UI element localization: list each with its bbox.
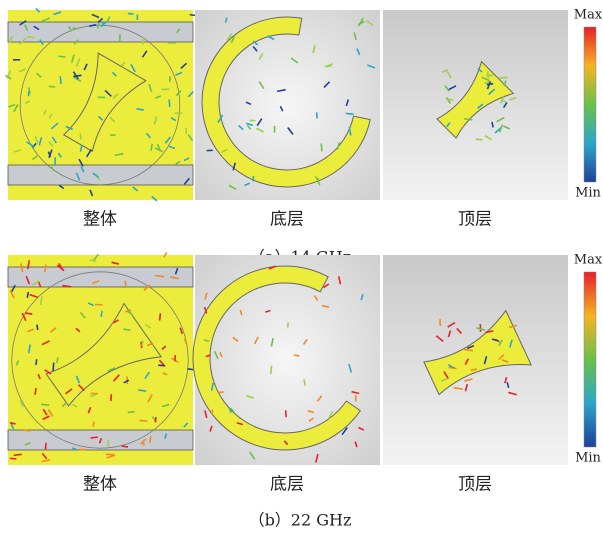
arrow (53, 363, 54, 371)
arrow (160, 313, 161, 320)
colorbar-min: Min (575, 451, 601, 466)
strip (8, 165, 193, 185)
figure: MaxMin整体底层顶层（a）14 GHzMaxMin整体底层顶层（b）22 G… (0, 0, 603, 533)
arrow (143, 37, 144, 45)
arrow (46, 443, 47, 450)
arrow (122, 446, 128, 447)
arrow (57, 357, 58, 362)
view-label: 顶层 (458, 475, 492, 495)
view-label: 底层 (270, 475, 304, 495)
arrow (150, 436, 151, 442)
arrow (346, 113, 354, 114)
arrow (492, 122, 493, 127)
view-label: 底层 (270, 210, 304, 230)
arrow (158, 365, 164, 366)
arrow (446, 99, 453, 100)
arrow (80, 134, 81, 140)
arrow (142, 341, 143, 347)
arrow (27, 37, 35, 38)
arrow (139, 420, 147, 421)
colorbar (584, 27, 596, 182)
view-label: 整体 (83, 210, 117, 230)
panel: Max Min 整体 底层 顶层 （b）22 GHz (8, 252, 603, 529)
colorbar (584, 272, 596, 447)
arrow (35, 388, 36, 395)
arrow (36, 359, 37, 365)
arrow (125, 281, 126, 286)
arrow (25, 313, 32, 314)
caption: （b）22 GHz (249, 511, 352, 530)
arrow (271, 366, 272, 374)
arrow (128, 13, 134, 14)
arrow (58, 56, 65, 57)
arrow (41, 404, 49, 405)
arrow (60, 76, 61, 84)
arrow (101, 311, 102, 317)
arrow (476, 139, 483, 140)
arrow (190, 15, 196, 16)
arrow (169, 100, 170, 107)
arrow (499, 77, 508, 78)
strip (8, 267, 193, 287)
colorbar-min: Min (575, 186, 601, 201)
colorbar-max: Max (574, 253, 603, 268)
view-label: 整体 (83, 475, 117, 495)
arrow (325, 66, 332, 67)
arrow (175, 113, 183, 114)
arrow (464, 119, 472, 120)
arrow (188, 369, 194, 370)
arrow (123, 329, 130, 330)
colorbar-max: Max (574, 8, 603, 23)
arrow (73, 28, 79, 29)
arrow (14, 454, 22, 455)
view-label: 顶层 (458, 210, 492, 230)
arrow (288, 323, 289, 328)
arrow (45, 265, 46, 273)
arrow (91, 437, 98, 438)
arrow (128, 412, 135, 413)
arrow (10, 458, 16, 459)
arrow (317, 112, 318, 118)
arrow (37, 325, 38, 330)
arrow (111, 394, 112, 401)
arrow (321, 144, 322, 152)
arrow (93, 422, 94, 427)
